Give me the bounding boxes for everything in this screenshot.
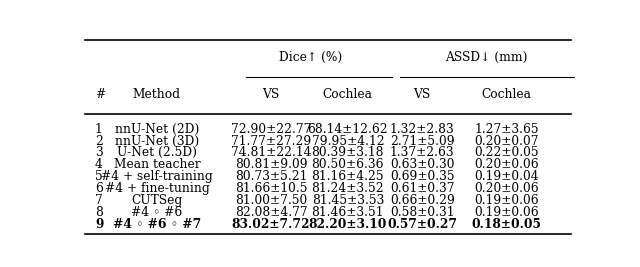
Text: 72.90±22.77: 72.90±22.77 xyxy=(231,123,311,136)
Text: 2: 2 xyxy=(95,135,103,147)
Text: 81.66±10.5: 81.66±10.5 xyxy=(235,182,307,195)
Text: #4 ◦ #6 ◦ #7: #4 ◦ #6 ◦ #7 xyxy=(113,218,201,231)
Text: Cochlea: Cochlea xyxy=(481,88,532,101)
Text: ASSD↓ (mm): ASSD↓ (mm) xyxy=(445,51,528,64)
Text: #4 + fine-tuning: #4 + fine-tuning xyxy=(104,182,209,195)
Text: 0.20±0.06: 0.20±0.06 xyxy=(474,158,539,171)
Text: 0.69±0.35: 0.69±0.35 xyxy=(390,170,454,183)
Text: 0.58±0.31: 0.58±0.31 xyxy=(390,206,454,219)
Text: 0.63±0.30: 0.63±0.30 xyxy=(390,158,454,171)
Text: 83.02±7.72: 83.02±7.72 xyxy=(232,218,310,231)
Text: 82.20±3.10: 82.20±3.10 xyxy=(308,218,387,231)
Text: Cochlea: Cochlea xyxy=(323,88,373,101)
Text: 1.37±2.63: 1.37±2.63 xyxy=(390,146,454,159)
Text: nnU-Net (3D): nnU-Net (3D) xyxy=(115,135,199,147)
Text: 0.20±0.07: 0.20±0.07 xyxy=(474,135,539,147)
Text: 74.81±22.14: 74.81±22.14 xyxy=(230,146,311,159)
Text: 0.19±0.06: 0.19±0.06 xyxy=(474,206,539,219)
Text: 81.16±4.25: 81.16±4.25 xyxy=(312,170,384,183)
Text: 81.00±7.50: 81.00±7.50 xyxy=(235,194,307,207)
Text: 0.19±0.04: 0.19±0.04 xyxy=(474,170,539,183)
Text: 0.66±0.29: 0.66±0.29 xyxy=(390,194,454,207)
Text: 81.45±3.53: 81.45±3.53 xyxy=(312,194,384,207)
Text: 7: 7 xyxy=(95,194,102,207)
Text: 79.95±4.12: 79.95±4.12 xyxy=(312,135,384,147)
Text: 2.71±5.09: 2.71±5.09 xyxy=(390,135,454,147)
Text: 0.61±0.37: 0.61±0.37 xyxy=(390,182,454,195)
Text: VS: VS xyxy=(262,88,280,101)
Text: VS: VS xyxy=(413,88,431,101)
Text: 0.57±0.27: 0.57±0.27 xyxy=(387,218,457,231)
Text: nnU-Net (2D): nnU-Net (2D) xyxy=(115,123,199,136)
Text: Dice↑ (%): Dice↑ (%) xyxy=(279,51,342,64)
Text: 4: 4 xyxy=(95,158,103,171)
Text: #4 + self-training: #4 + self-training xyxy=(101,170,212,183)
Text: 1.27±3.65: 1.27±3.65 xyxy=(474,123,539,136)
Text: 1: 1 xyxy=(95,123,102,136)
Text: 0.19±0.06: 0.19±0.06 xyxy=(474,194,539,207)
Text: #: # xyxy=(95,88,105,101)
Text: 82.08±4.77: 82.08±4.77 xyxy=(235,206,307,219)
Text: 68.14±12.62: 68.14±12.62 xyxy=(308,123,388,136)
Text: 81.24±3.52: 81.24±3.52 xyxy=(312,182,384,195)
Text: #4 ◦ #6: #4 ◦ #6 xyxy=(131,206,182,219)
Text: 71.77±27.29: 71.77±27.29 xyxy=(231,135,311,147)
Text: 80.73±5.21: 80.73±5.21 xyxy=(235,170,307,183)
Text: 80.39±3.18: 80.39±3.18 xyxy=(312,146,384,159)
Text: 6: 6 xyxy=(95,182,103,195)
Text: 0.18±0.05: 0.18±0.05 xyxy=(472,218,541,231)
Text: Mean teacher: Mean teacher xyxy=(113,158,200,171)
Text: 80.81±9.09: 80.81±9.09 xyxy=(235,158,307,171)
Text: 0.20±0.06: 0.20±0.06 xyxy=(474,182,539,195)
Text: U-Net (2.5D): U-Net (2.5D) xyxy=(117,146,197,159)
Text: 8: 8 xyxy=(95,206,103,219)
Text: 5: 5 xyxy=(95,170,102,183)
Text: 3: 3 xyxy=(95,146,102,159)
Text: Method: Method xyxy=(133,88,181,101)
Text: 9: 9 xyxy=(95,218,103,231)
Text: 0.22±0.05: 0.22±0.05 xyxy=(474,146,539,159)
Text: 81.46±3.51: 81.46±3.51 xyxy=(312,206,384,219)
Text: 1.32±2.83: 1.32±2.83 xyxy=(390,123,454,136)
Text: CUTSeg: CUTSeg xyxy=(131,194,182,207)
Text: 80.50±6.36: 80.50±6.36 xyxy=(312,158,384,171)
